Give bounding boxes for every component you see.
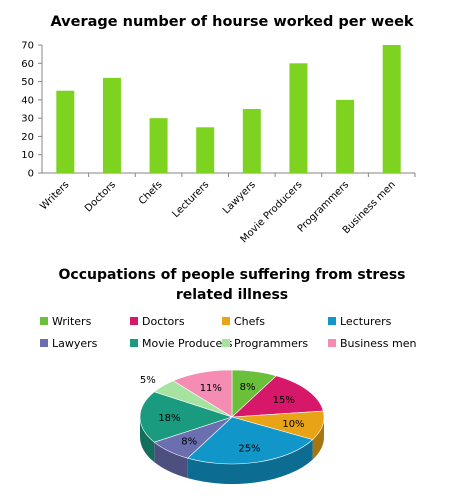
bar-chart-title: Average number of hourse worked per week [50, 14, 413, 30]
x-tick-label-chefs: Chefs [137, 179, 165, 207]
y-tick-label: 60 [21, 59, 34, 70]
legend-swatch-writers [40, 317, 48, 325]
bar-chefs [149, 118, 168, 173]
bar-chart: 0 10 20 30 40 50 60 70 Writers Doctors Chefs Lectur… [21, 41, 416, 245]
pie-label-movie-producers: 18% [158, 413, 180, 424]
legend-label-business-men: Business men [340, 337, 416, 350]
x-tick-label-writers: Writers [38, 179, 71, 212]
legend-label-programmers: Programmers [234, 337, 308, 350]
y-tick-label: 70 [21, 41, 34, 52]
x-tick-label-lecturers: Lecturers [171, 179, 212, 220]
legend-swatch-doctors [130, 317, 138, 325]
legend-swatch-chefs [222, 317, 230, 325]
legend-swatch-business-men [328, 339, 336, 347]
y-tick-label: 0 [28, 169, 34, 180]
legend-label-writers: Writers [52, 315, 92, 328]
x-tick-label-lawyers: Lawyers [221, 179, 258, 216]
pie-chart: 8% 15% 10% 25% 8% 18% 5% 11% [139, 369, 325, 484]
pie-side-lawyers [154, 442, 188, 479]
y-tick-label: 50 [21, 77, 34, 88]
legend-swatch-movie-producers [130, 339, 138, 347]
bar-programmers [336, 99, 355, 173]
pie-slice-movie-producers [139, 391, 233, 443]
pie-side-lecturers [187, 439, 313, 484]
bar-movie-producers [289, 63, 308, 173]
y-tick-label: 30 [21, 114, 34, 125]
pie-label-chefs: 10% [282, 419, 304, 430]
y-tick-label: 20 [21, 132, 34, 143]
y-tick-label: 10 [21, 150, 34, 161]
pie-label-business-men: 11% [200, 383, 222, 394]
bar-lecturers [196, 127, 215, 173]
pie-label-lecturers: 25% [238, 444, 260, 455]
pie-label-writers: 8% [240, 382, 256, 393]
bar-business-men [382, 45, 401, 173]
legend-label-movie-producers: Movie Producers [142, 337, 233, 350]
legend-label-lawyers: Lawyers [52, 337, 98, 350]
legend-label-lecturers: Lecturers [340, 315, 392, 328]
legend-swatch-programmers [222, 339, 230, 347]
pie-slice-doctors [231, 375, 324, 418]
bar-writers [56, 90, 75, 173]
x-tick-label-doctors: Doctors [83, 179, 118, 214]
y-tick-label: 40 [21, 95, 34, 106]
legend-swatch-lawyers [40, 339, 48, 347]
pie-side-movie-producers [140, 417, 155, 463]
bar-lawyers [242, 109, 261, 173]
legend-swatch-lecturers [328, 317, 336, 325]
pie-label-doctors: 15% [273, 395, 295, 406]
pie-side-chefs [312, 417, 324, 460]
pie-legend: Writers Doctors Chefs Lecturers Lawyers Movie… [40, 315, 416, 350]
legend-label-doctors: Doctors [142, 315, 185, 328]
pie-label-lawyers: 8% [181, 436, 197, 447]
pie-slice-business-men [172, 369, 233, 418]
pie-label-programmers: 5% [140, 375, 156, 386]
legend-label-chefs: Chefs [234, 315, 265, 328]
pie-slice-lecturers [187, 416, 314, 465]
pie-chart-title-line-1: Occupations of people suffering from str… [59, 267, 406, 283]
pie-chart-title-line-2: related illness [176, 287, 288, 303]
bar-doctors [102, 77, 121, 173]
